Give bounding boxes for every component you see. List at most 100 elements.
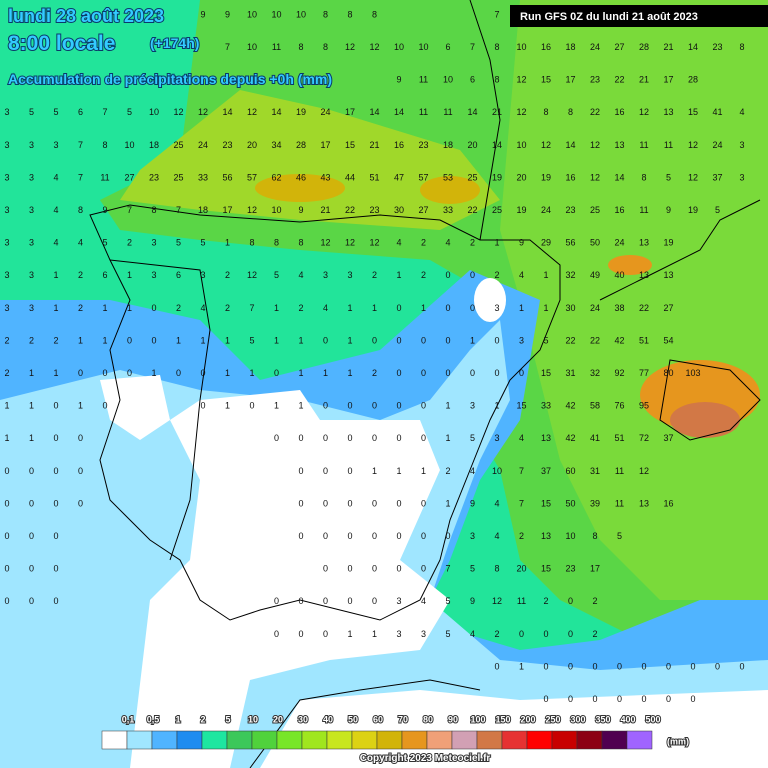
grid-value: 30 bbox=[394, 205, 404, 215]
grid-value: 10 bbox=[296, 9, 306, 19]
grid-value: 2 bbox=[372, 368, 377, 378]
grid-value: 24 bbox=[590, 42, 600, 52]
grid-value: 72 bbox=[639, 433, 649, 443]
grid-value: 4 bbox=[519, 270, 524, 280]
grid-value: 6 bbox=[102, 270, 107, 280]
grid-value: 16 bbox=[394, 140, 404, 150]
grid-value: 4 bbox=[494, 531, 499, 541]
grid-value: 19 bbox=[688, 205, 698, 215]
grid-value: 0 bbox=[102, 401, 107, 411]
grid-value: 0 bbox=[421, 433, 426, 443]
grid-value: 5 bbox=[715, 205, 720, 215]
grid-value: 0 bbox=[372, 433, 377, 443]
legend-swatch bbox=[576, 730, 603, 750]
grid-value: 0 bbox=[666, 694, 671, 704]
grid-value: 15 bbox=[688, 107, 698, 117]
grid-value: 13 bbox=[541, 433, 551, 443]
grid-value: 1 bbox=[519, 661, 524, 671]
grid-value: 49 bbox=[590, 270, 600, 280]
grid-value: 12 bbox=[590, 172, 600, 182]
grid-value: 5 bbox=[470, 564, 475, 574]
grid-value: 0 bbox=[568, 596, 573, 606]
grid-value: 0 bbox=[396, 335, 401, 345]
grid-value: 24 bbox=[541, 205, 551, 215]
grid-value: 0 bbox=[323, 335, 328, 345]
grid-value: 3 bbox=[151, 270, 156, 280]
grid-value: 7 bbox=[519, 498, 524, 508]
grid-value: 8 bbox=[592, 531, 597, 541]
grid-value: 1 bbox=[53, 270, 58, 280]
grid-value: 0 bbox=[396, 433, 401, 443]
grid-value: 22 bbox=[565, 335, 575, 345]
grid-value: 8 bbox=[641, 172, 646, 182]
grid-value: 8 bbox=[494, 75, 499, 85]
grid-value: 21 bbox=[492, 107, 502, 117]
grid-value: 17 bbox=[345, 107, 355, 117]
grid-value: 13 bbox=[639, 270, 649, 280]
grid-value: 14 bbox=[614, 172, 624, 182]
grid-value: 0 bbox=[494, 661, 499, 671]
grid-value: 0 bbox=[470, 368, 475, 378]
grid-value: 12 bbox=[247, 205, 257, 215]
grid-value: 10 bbox=[443, 75, 453, 85]
grid-value: 0 bbox=[592, 661, 597, 671]
grid-value: 1 bbox=[543, 303, 548, 313]
grid-value: 33 bbox=[541, 401, 551, 411]
grid-value: 2 bbox=[225, 270, 230, 280]
grid-value: 12 bbox=[516, 107, 526, 117]
grid-value: 2 bbox=[421, 238, 426, 248]
grid-value: 3 bbox=[4, 140, 9, 150]
legend-label: 90 bbox=[448, 714, 458, 724]
grid-value: 0 bbox=[396, 498, 401, 508]
legend-label: 250 bbox=[545, 714, 560, 724]
grid-value: 0 bbox=[347, 596, 352, 606]
grid-value: 4 bbox=[494, 498, 499, 508]
grid-value: 22 bbox=[639, 303, 649, 313]
grid-value: 39 bbox=[590, 498, 600, 508]
grid-value: 12 bbox=[492, 596, 502, 606]
legend-swatch bbox=[351, 730, 378, 750]
grid-value: 7 bbox=[127, 205, 132, 215]
grid-value: 9 bbox=[396, 75, 401, 85]
grid-value: 13 bbox=[663, 107, 673, 117]
grid-value: 2 bbox=[494, 270, 499, 280]
grid-value: 0 bbox=[445, 270, 450, 280]
grid-value: 3 bbox=[421, 629, 426, 639]
grid-value: 1 bbox=[53, 368, 58, 378]
grid-value: 1 bbox=[102, 303, 107, 313]
grid-value: 5 bbox=[274, 270, 279, 280]
grid-value: 0 bbox=[568, 694, 573, 704]
grid-value: 23 bbox=[149, 172, 159, 182]
grid-value: 5 bbox=[200, 238, 205, 248]
grid-value: 0 bbox=[421, 564, 426, 574]
grid-value: 1 bbox=[127, 270, 132, 280]
grid-value: 23 bbox=[418, 140, 428, 150]
copyright: Copyright 2023 Meteociel.fr bbox=[360, 753, 491, 764]
grid-value: 17 bbox=[590, 564, 600, 574]
grid-value: 1 bbox=[298, 335, 303, 345]
grid-value: 12 bbox=[590, 140, 600, 150]
grid-value: 12 bbox=[198, 107, 208, 117]
grid-value: 3 bbox=[396, 596, 401, 606]
grid-value: 16 bbox=[614, 205, 624, 215]
legend-label: 60 bbox=[373, 714, 383, 724]
legend-swatch bbox=[301, 730, 328, 750]
grid-value: 1 bbox=[543, 270, 548, 280]
grid-value: 54 bbox=[663, 335, 673, 345]
grid-value: 4 bbox=[519, 433, 524, 443]
grid-value: 4 bbox=[78, 238, 83, 248]
grid-value: 92 bbox=[614, 368, 624, 378]
grid-value: 12 bbox=[639, 466, 649, 476]
grid-value: 0 bbox=[29, 596, 34, 606]
grid-value: 11 bbox=[272, 42, 281, 52]
grid-value: 8 bbox=[739, 42, 744, 52]
grid-value: 0 bbox=[568, 629, 573, 639]
grid-value: 12 bbox=[369, 238, 379, 248]
grid-value: 11 bbox=[100, 172, 109, 182]
grid-value: 20 bbox=[516, 172, 526, 182]
grid-value: 9 bbox=[519, 238, 524, 248]
grid-value: 8 bbox=[347, 9, 352, 19]
grid-value: 5 bbox=[249, 335, 254, 345]
grid-value: 4 bbox=[470, 466, 475, 476]
grid-value: 0 bbox=[617, 694, 622, 704]
